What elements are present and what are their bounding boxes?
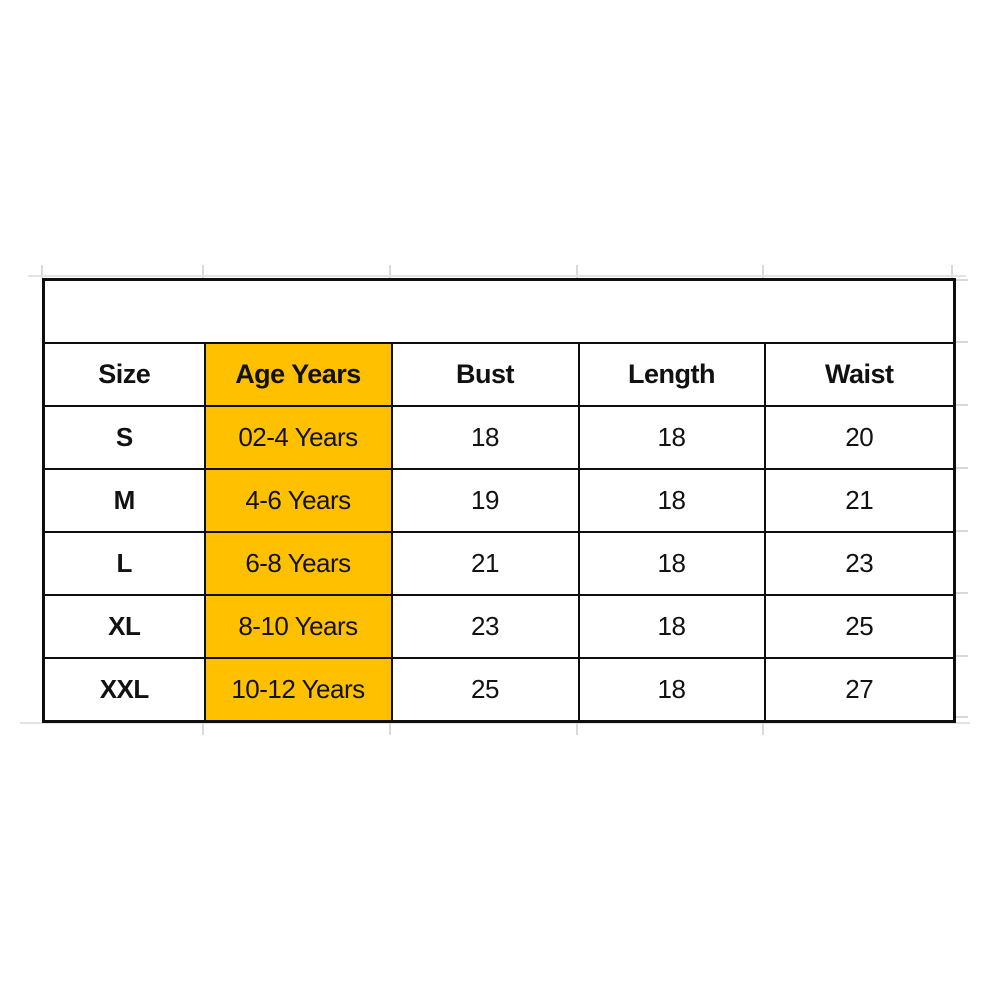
length-cell: 18 <box>577 531 766 596</box>
waist-cell: 23 <box>763 531 956 596</box>
table-row: L 6-8 Years 21 18 23 <box>42 531 956 596</box>
age-cell: 10-12 Years <box>203 657 393 723</box>
length-cell: 18 <box>577 468 766 533</box>
waist-cell: 20 <box>763 405 956 470</box>
bust-cell: 25 <box>390 657 580 723</box>
table-row: M 4-6 Years 19 18 21 <box>42 468 956 533</box>
age-cell: 02-4 Years <box>203 405 393 470</box>
bust-cell: 23 <box>390 594 580 659</box>
size-cell: M <box>42 468 206 533</box>
age-cell: 8-10 Years <box>203 594 393 659</box>
chart-title: Kids Girls/Boys T-Shirt Size Chart <box>42 278 956 344</box>
table-row: S 02-4 Years 18 18 20 <box>42 405 956 470</box>
waist-cell: 27 <box>763 657 956 723</box>
size-cell: L <box>42 531 206 596</box>
column-header-length: Length <box>577 342 766 407</box>
length-cell: 18 <box>577 657 766 723</box>
size-cell: XL <box>42 594 206 659</box>
title-row: Kids Girls/Boys T-Shirt Size Chart <box>42 278 956 344</box>
column-header-age: Age Years <box>203 342 393 407</box>
column-header-size: Size <box>42 342 206 407</box>
size-cell: S <box>42 405 206 470</box>
table-row: XL 8-10 Years 23 18 25 <box>42 594 956 659</box>
bust-cell: 21 <box>390 531 580 596</box>
size-chart-table: Kids Girls/Boys T-Shirt Size Chart Size … <box>42 278 957 723</box>
age-cell: 4-6 Years <box>203 468 393 533</box>
column-header-waist: Waist <box>763 342 956 407</box>
length-cell: 18 <box>577 594 766 659</box>
waist-cell: 21 <box>763 468 956 533</box>
waist-cell: 25 <box>763 594 956 659</box>
bust-cell: 19 <box>390 468 580 533</box>
age-cell: 6-8 Years <box>203 531 393 596</box>
column-header-row: Size Age Years Bust Length Waist <box>42 342 956 407</box>
length-cell: 18 <box>577 405 766 470</box>
table-row: XXL 10-12 Years 25 18 27 <box>42 657 956 723</box>
column-header-bust: Bust <box>390 342 580 407</box>
size-cell: XXL <box>42 657 206 723</box>
bust-cell: 18 <box>390 405 580 470</box>
